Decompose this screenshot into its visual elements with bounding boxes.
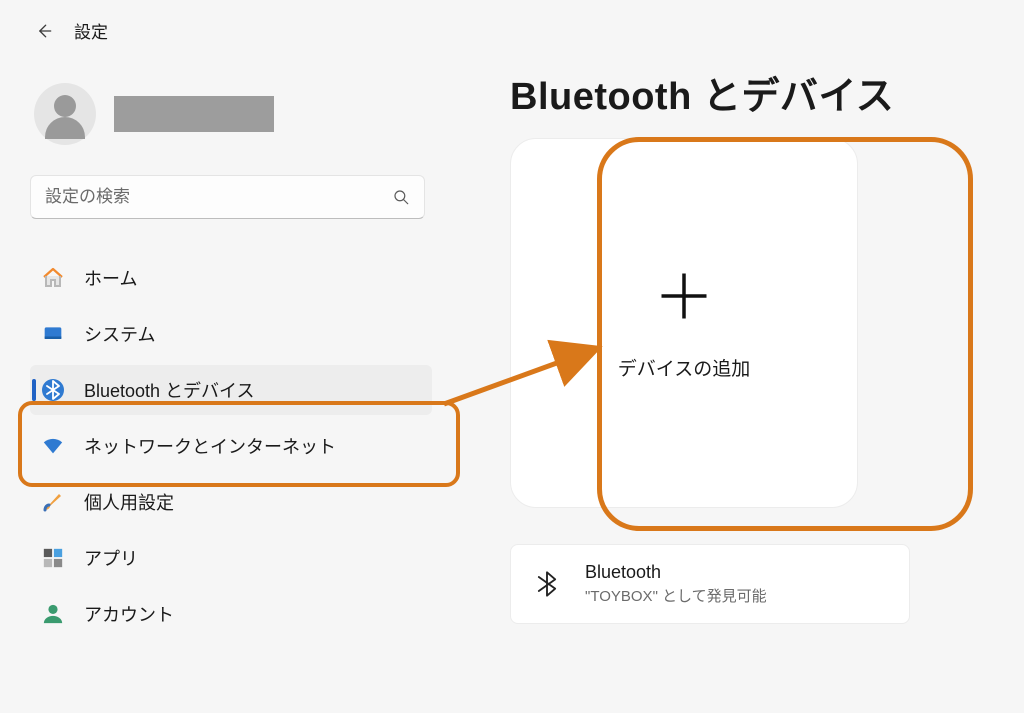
bluetooth-status-row[interactable]: Bluetooth "TOYBOX" として発見可能: [510, 544, 910, 624]
user-block[interactable]: [34, 83, 432, 145]
main-content: Bluetooth とデバイス デバイスの追加 Bluetooth "TOYBO…: [450, 53, 1024, 639]
nav-label: アプリ: [84, 545, 138, 571]
nav-label: アカウント: [84, 601, 174, 627]
bluetooth-icon: [533, 569, 561, 599]
account-icon: [40, 601, 66, 627]
back-arrow-icon: [34, 21, 54, 41]
search-icon: [392, 188, 410, 206]
home-icon: [40, 265, 66, 291]
add-device-tile[interactable]: デバイスの追加: [510, 138, 858, 508]
avatar: [34, 83, 96, 145]
nav-label: Bluetooth とデバイス: [84, 377, 255, 403]
header: 設定: [0, 0, 1024, 53]
brush-icon: [40, 489, 66, 515]
search-box[interactable]: [30, 175, 425, 219]
nav-personalization[interactable]: 個人用設定: [30, 477, 432, 527]
sidebar: ホーム システム Bluetooth とデバ: [0, 53, 450, 639]
page-title: Bluetooth とデバイス: [510, 65, 1014, 120]
search-input[interactable]: [45, 187, 392, 207]
nav-home[interactable]: ホーム: [30, 253, 432, 303]
plus-icon: [654, 266, 714, 326]
header-title: 設定: [74, 18, 108, 43]
bluetooth-icon: [40, 377, 66, 403]
nav-system[interactable]: システム: [30, 309, 432, 359]
system-icon: [40, 321, 66, 347]
nav-apps[interactable]: アプリ: [30, 533, 432, 583]
back-button[interactable]: [34, 21, 54, 41]
wifi-icon: [40, 433, 66, 459]
add-device-label: デバイスの追加: [618, 354, 750, 381]
apps-icon: [40, 545, 66, 571]
nav-accounts[interactable]: アカウント: [30, 589, 432, 639]
bluetooth-title: Bluetooth: [585, 562, 767, 583]
nav-network[interactable]: ネットワークとインターネット: [30, 421, 432, 471]
nav-label: ホーム: [84, 265, 137, 291]
nav-label: 個人用設定: [84, 489, 174, 515]
nav-label: ネットワークとインターネット: [84, 433, 336, 459]
nav-label: システム: [84, 321, 155, 347]
nav: ホーム システム Bluetooth とデバ: [30, 253, 432, 639]
user-name-redacted: [114, 96, 274, 132]
nav-bluetooth[interactable]: Bluetooth とデバイス: [30, 365, 432, 415]
bluetooth-subtitle: "TOYBOX" として発見可能: [585, 585, 767, 606]
